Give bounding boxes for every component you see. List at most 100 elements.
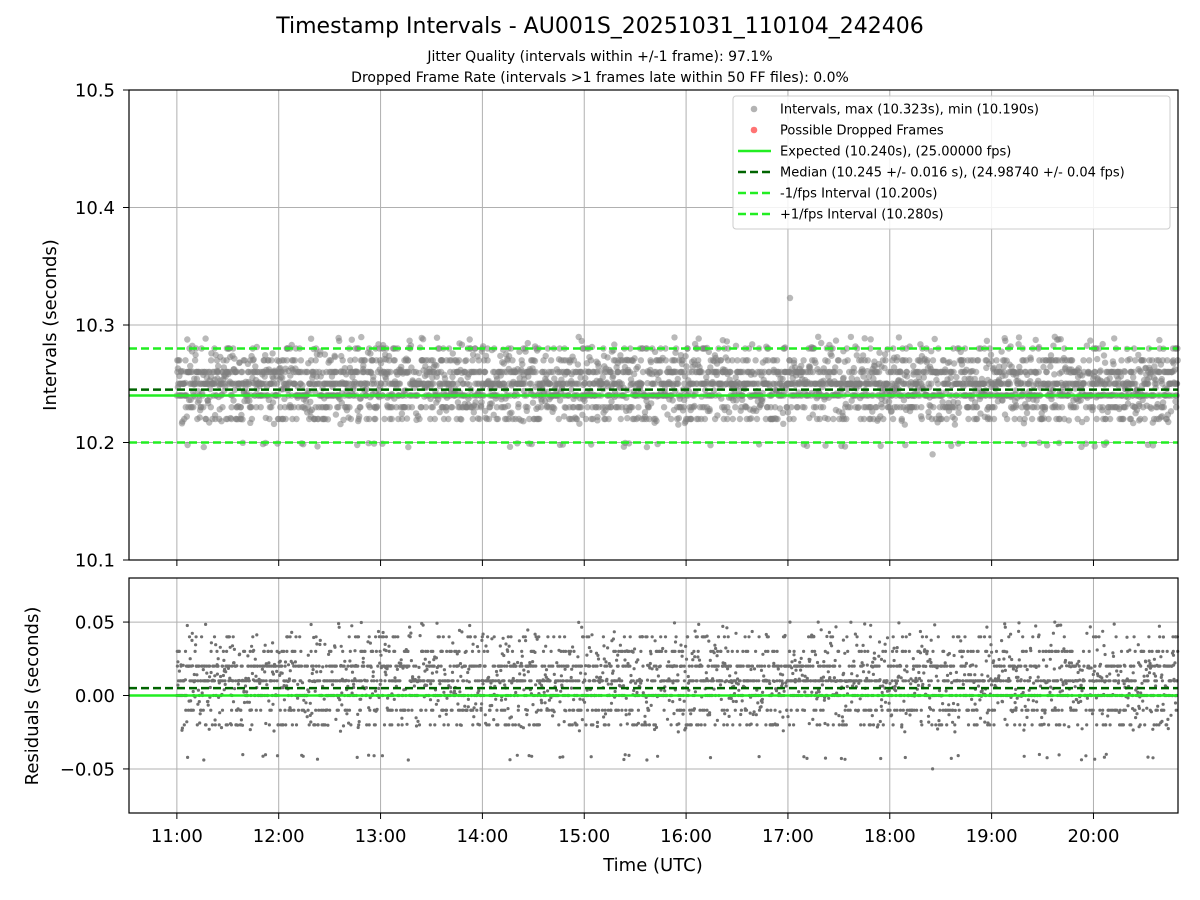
residual-point (264, 679, 268, 683)
residual-point (302, 698, 306, 702)
interval-point (867, 345, 874, 352)
intervals-y-tick-label: 10.2 (75, 433, 115, 454)
residual-point (477, 679, 481, 683)
interval-point (532, 368, 539, 376)
residual-point (543, 664, 547, 668)
interval-point (439, 357, 446, 364)
residual-point (197, 700, 201, 704)
residual-point (306, 653, 310, 657)
interval-point (587, 357, 595, 364)
interval-point (443, 404, 450, 411)
interval-point (531, 357, 539, 365)
residual-point (189, 699, 193, 703)
residual-point (430, 671, 434, 675)
residual-point (183, 678, 187, 682)
interval-point (599, 374, 606, 381)
interval-point (637, 357, 645, 364)
interval-point (647, 358, 655, 366)
interval-point (176, 357, 183, 364)
residual-point (445, 696, 449, 700)
residual-point (399, 658, 403, 662)
interval-point (542, 352, 549, 360)
interval-point (449, 380, 457, 387)
residual-point (490, 703, 494, 708)
residual-point (230, 664, 234, 668)
residual-point (277, 651, 281, 655)
interval-point (253, 404, 260, 411)
residual-point (292, 708, 296, 712)
interval-point (1027, 378, 1034, 385)
residual-point (216, 664, 220, 668)
residual-point (507, 660, 511, 665)
residual-point (434, 702, 438, 706)
interval-point (1057, 336, 1064, 343)
interval-point (469, 415, 476, 423)
residual-point (548, 679, 552, 683)
interval-point (524, 339, 531, 347)
interval-point (643, 397, 650, 404)
residual-point (487, 723, 491, 727)
residual-point (473, 635, 477, 639)
residual-point (315, 670, 319, 674)
interval-point (547, 357, 555, 364)
interval-point (764, 357, 772, 364)
interval-point (269, 399, 277, 406)
residual-point (449, 690, 453, 694)
interval-point (1047, 352, 1055, 359)
interval-point (248, 403, 255, 411)
residual-point (313, 723, 317, 727)
residual-point (577, 679, 581, 683)
interval-point (556, 345, 563, 352)
residual-point (194, 643, 198, 647)
interval-point (581, 397, 588, 405)
interval-point (1021, 415, 1028, 423)
interval-point (732, 404, 739, 411)
residual-point (412, 684, 416, 688)
residual-point (549, 649, 553, 654)
residual-point (218, 645, 222, 649)
interval-point (595, 363, 602, 370)
interval-point (1118, 357, 1125, 364)
residual-point (431, 679, 435, 683)
residual-point (215, 649, 219, 654)
interval-point (669, 397, 676, 404)
interval-point (788, 404, 795, 411)
residual-point (406, 649, 410, 654)
residual-point (224, 670, 228, 674)
interval-point (611, 341, 618, 348)
interval-point (546, 380, 554, 387)
residual-point (486, 649, 490, 654)
residual-point (337, 622, 341, 626)
residual-point (230, 708, 234, 712)
interval-point (675, 415, 682, 422)
interval-point (448, 404, 456, 411)
residual-point (318, 679, 322, 683)
residual-point (449, 649, 453, 654)
residual-point (477, 689, 481, 693)
interval-point (630, 370, 638, 378)
residual-point (289, 708, 293, 712)
interval-point (950, 360, 958, 367)
residual-point (364, 686, 368, 690)
interval-point (714, 412, 721, 419)
interval-point (1141, 415, 1148, 423)
residual-point (508, 758, 512, 762)
interval-point (482, 407, 489, 415)
interval-point (262, 352, 269, 359)
residual-point (253, 657, 257, 661)
residual-point (447, 635, 451, 639)
interval-point (478, 399, 485, 406)
residual-point (314, 635, 318, 639)
residual-point (216, 657, 220, 661)
residual-point (372, 679, 376, 683)
interval-point (729, 357, 736, 364)
interval-point (824, 358, 831, 365)
residual-point (308, 701, 312, 705)
interval-point (847, 333, 855, 341)
interval-point (675, 421, 682, 428)
residual-point (193, 649, 197, 654)
residual-point (281, 723, 285, 727)
residual-point (483, 713, 487, 717)
residual-point (501, 636, 505, 640)
interval-point (551, 405, 558, 412)
